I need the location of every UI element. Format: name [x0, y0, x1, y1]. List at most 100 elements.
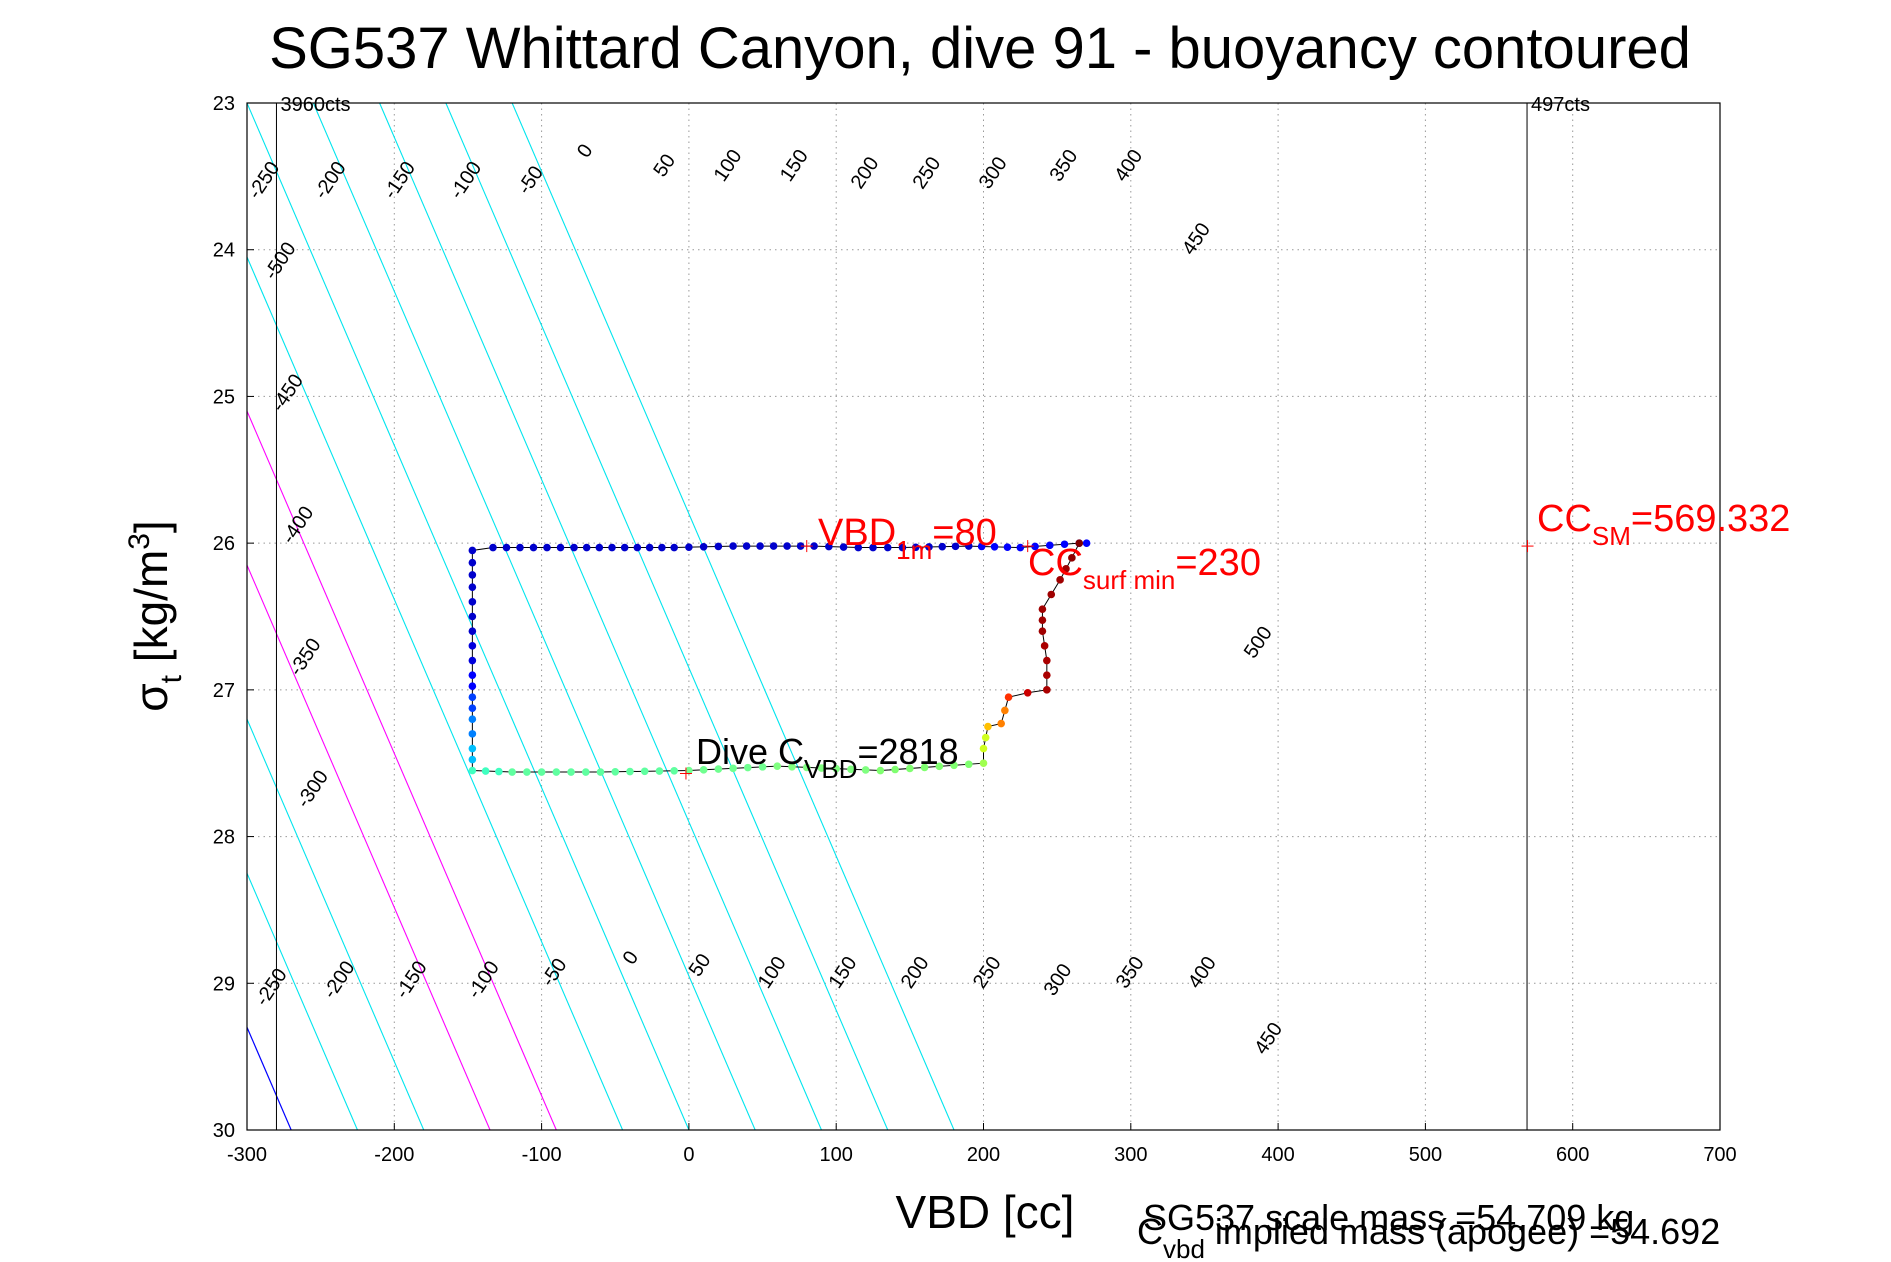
- trajectory-point: [854, 543, 863, 552]
- trajectory-point: [655, 767, 664, 775]
- trajectory-point: [481, 767, 490, 775]
- y-tick-label: 27: [213, 680, 235, 702]
- trajectory-point: [1016, 543, 1025, 552]
- trajectory-point: [935, 762, 944, 771]
- trajectory-point: [950, 761, 958, 770]
- trajectory-point: [552, 768, 561, 776]
- trajectory-point: [495, 767, 503, 776]
- trajectory-point: [658, 543, 666, 552]
- trajectory-point: [825, 542, 833, 551]
- reference-markers: [679, 540, 1534, 780]
- trajectory-point: [1082, 539, 1091, 547]
- trajectory-point: [796, 542, 805, 550]
- trajectory-point: [468, 744, 477, 753]
- trajectory-point: [1060, 540, 1069, 549]
- trajectory-point: [990, 543, 999, 551]
- trajectory-point: [582, 543, 591, 552]
- trajectory-point: [1023, 688, 1032, 697]
- count-limit-label: 497cts: [1531, 94, 1590, 116]
- trajectory-point: [1047, 590, 1056, 599]
- trajectory-point: [645, 543, 654, 552]
- x-tick-label: 100: [820, 1144, 853, 1166]
- trajectory-point: [468, 704, 477, 712]
- trajectory-point: [714, 765, 723, 773]
- contour-line: [247, 563, 491, 1130]
- trajectory-point: [997, 719, 1005, 728]
- trajectory-point: [714, 542, 723, 551]
- trajectory-point: [596, 768, 605, 776]
- grid: [247, 103, 1720, 1130]
- contour-line: [247, 409, 557, 1130]
- trajectory-point: [1038, 627, 1047, 635]
- trajectory-point: [581, 768, 590, 776]
- trajectory-point: [1045, 541, 1054, 550]
- trajectory-point: [869, 543, 877, 552]
- y-axis-ticks: 23 24 25 26 27 28 29 30: [213, 93, 254, 1142]
- trajectory-point: [773, 762, 782, 770]
- cc-sm-annotation: CCSM=569.332: [1537, 498, 1790, 551]
- x-tick-label: -200: [374, 1144, 414, 1166]
- trajectory-point: [891, 765, 899, 774]
- trajectory-point: [699, 766, 708, 774]
- trajectory-point: [1038, 616, 1047, 624]
- y-tick-label: 23: [213, 93, 235, 115]
- x-tick-label: 300: [1114, 1144, 1147, 1166]
- x-tick-label: 400: [1261, 1144, 1294, 1166]
- trajectory-point: [1003, 543, 1012, 551]
- trajectory-point: [670, 543, 678, 552]
- y-tick-label: 26: [213, 533, 235, 555]
- trajectory-point: [508, 768, 516, 776]
- trajectory-point: [468, 546, 477, 555]
- trajectory-point: [1040, 642, 1049, 650]
- implied-mass-text: Cvbd implied mass (apogee) =54.692: [1137, 1211, 1720, 1262]
- trajectory-point: [1043, 686, 1051, 694]
- trajectory-point: [788, 762, 796, 771]
- chart-title: SG537 Whittard Canyon, dive 91 - buoyanc…: [269, 16, 1691, 81]
- trajectory-point: [925, 543, 933, 551]
- count-limit-lines: 3960cts 497cts: [275, 94, 1590, 1130]
- y-tick-label: 29: [213, 973, 235, 995]
- trajectory-point: [523, 768, 531, 776]
- trajectory-point: [611, 767, 620, 776]
- trajectory-point: [1043, 656, 1051, 665]
- trajectory-point: [744, 763, 752, 772]
- trajectory-point: [951, 542, 960, 551]
- trajectory-point: [920, 763, 929, 772]
- trajectory-point: [608, 543, 616, 552]
- trajectory-point: [1004, 693, 1013, 701]
- contour-line: [511, 103, 955, 1130]
- trajectory-point: [729, 764, 737, 773]
- trajectory-point: [964, 760, 973, 769]
- trajectory-point: [468, 627, 477, 635]
- trajectory-point: [758, 763, 767, 771]
- trajectory-point: [468, 612, 477, 621]
- trajectory-point: [817, 764, 826, 772]
- trajectory-point: [832, 764, 840, 773]
- contour-line: [247, 255, 624, 1130]
- contour-line: [379, 103, 822, 1130]
- trajectory-point: [839, 543, 848, 551]
- trajectory-point: [502, 543, 511, 552]
- trajectory-point: [468, 656, 477, 665]
- x-tick-label: 0: [683, 1144, 694, 1166]
- trajectory-point: [633, 543, 642, 552]
- trajectory-point: [742, 542, 751, 550]
- y-tick-label: 24: [213, 240, 235, 262]
- trajectory-point: [468, 671, 477, 679]
- x-axis-label: VBD [cc]: [896, 1186, 1075, 1238]
- trajectory-point: [984, 722, 992, 731]
- vbd-1m-annotation: VBD1m=80: [818, 512, 997, 565]
- trajectory-point: [516, 543, 524, 552]
- trajectory-point: [979, 759, 988, 768]
- trajectory-point: [977, 542, 986, 551]
- dive-trajectory: [468, 539, 1091, 776]
- x-tick-label: 200: [967, 1144, 1000, 1166]
- y-axis-label: σt [kg/m3]: [123, 520, 188, 711]
- trajectory-point: [810, 542, 818, 550]
- trajectory-point: [964, 542, 973, 550]
- trajectory-point: [1062, 565, 1070, 573]
- scale-mass-text: SG537 scale mass =54.709 kg: [1143, 1197, 1634, 1238]
- trajectory-point: [769, 542, 778, 550]
- trajectory-point: [670, 766, 678, 775]
